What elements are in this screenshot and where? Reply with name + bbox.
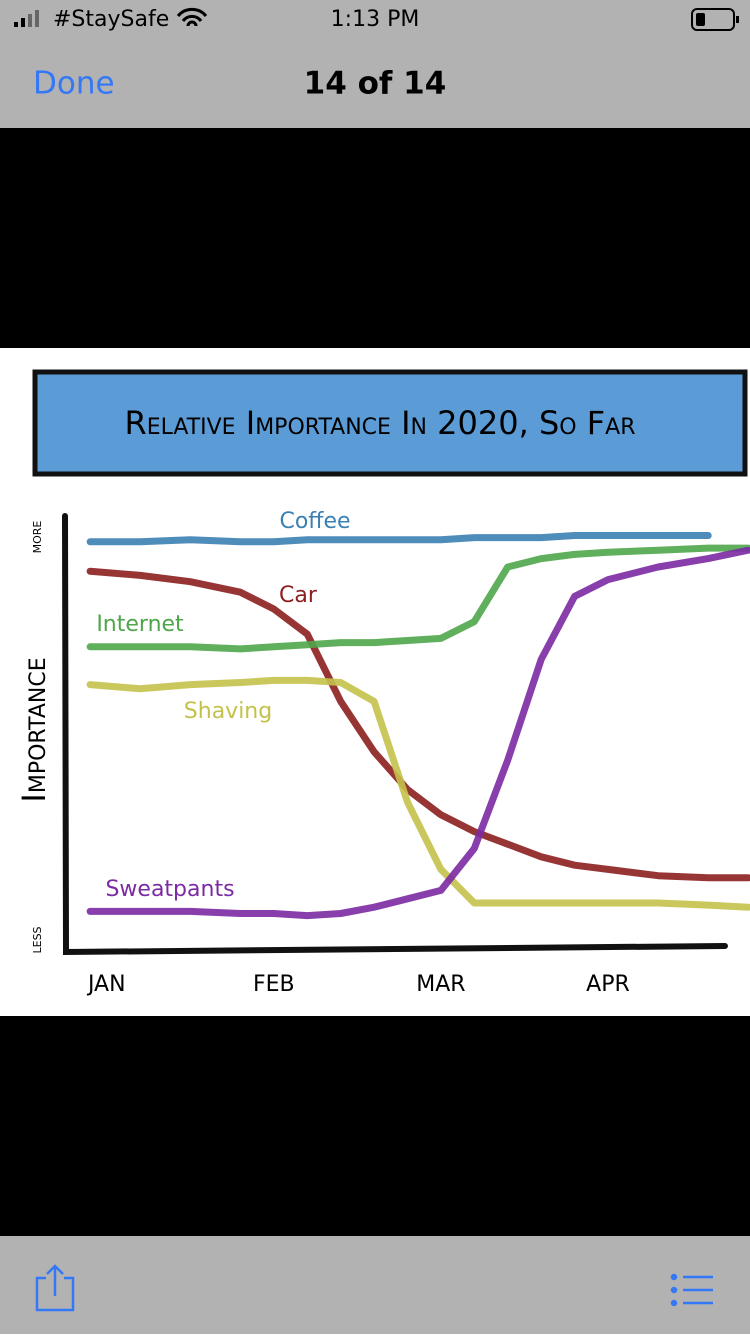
black-band <box>0 1016 750 1236</box>
series-line <box>86 546 750 920</box>
carrier: #StaySafe <box>53 7 169 32</box>
top-bar <box>0 0 750 128</box>
x-tick-label: JAN <box>86 972 126 997</box>
bottom-bar <box>0 1236 750 1334</box>
series-line <box>86 567 750 882</box>
series-label: Internet <box>96 612 184 637</box>
signal-icon <box>14 10 39 27</box>
y-tick-label: MORE <box>31 521 44 554</box>
x-tick-label: FEB <box>253 972 295 997</box>
series-label: Coffee <box>279 509 350 534</box>
share-button[interactable] <box>35 1264 75 1312</box>
clock: 1:13 PM <box>331 7 420 32</box>
nav-title: 14 of 14 <box>304 66 447 102</box>
title-box <box>32 369 748 477</box>
y-axis-label: Importance <box>15 657 53 802</box>
plot: JAN FEB MAR APR LESS MORE Coffee Car Internet Sha… <box>31 509 750 997</box>
series-label: Shaving <box>184 699 272 724</box>
done-button[interactable]: Done <box>33 66 115 102</box>
series-line <box>86 676 750 911</box>
x-tick-label: APR <box>586 972 630 997</box>
chart-title: Relative Importance In 2020, So Far <box>124 404 635 442</box>
x-tick-label: MAR <box>416 972 465 997</box>
wifi-icon <box>176 7 208 27</box>
series-label: Sweatpants <box>105 877 234 902</box>
series-line <box>86 532 712 546</box>
y-tick-label: LESS <box>31 926 44 953</box>
axes <box>62 513 728 956</box>
series-label: Car <box>279 583 318 608</box>
battery-icon <box>691 8 739 31</box>
series-line <box>86 544 750 653</box>
black-band <box>0 128 750 348</box>
list-button[interactable] <box>670 1273 713 1307</box>
